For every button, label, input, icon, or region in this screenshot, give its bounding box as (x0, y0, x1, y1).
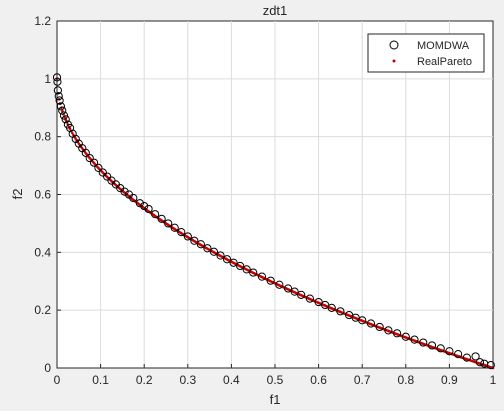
x-tick-label: 0.7 (354, 373, 371, 387)
momdwa-point (56, 102, 66, 111)
x-tick-label: 0.9 (441, 373, 458, 387)
legend-box (367, 33, 485, 73)
momdwa-point (98, 168, 107, 177)
momdwa-point (290, 287, 299, 296)
momdwa-point (61, 115, 70, 124)
legend-momdwa-label: MOMDWA (417, 40, 470, 52)
momdwa-point (52, 73, 62, 82)
momdwa-point (209, 247, 219, 256)
momdwa-point (314, 297, 323, 307)
y-tick-label: 1.2 (34, 14, 51, 28)
momdwa-point (222, 255, 232, 264)
momdwa-point (283, 284, 293, 293)
y-axis-ticks: 0 0.2 0.4 0.6 0.8 1 1.2 (34, 14, 61, 375)
momdwa-point (462, 353, 471, 362)
y-tick-label: 0 (44, 361, 51, 375)
momdwa-point (157, 214, 166, 223)
y-tick-label: 0.6 (34, 188, 51, 202)
momdwa-point (486, 361, 495, 370)
momdwa-point (216, 251, 225, 260)
x-axis-label: f1 (270, 392, 281, 407)
legend-realpareto-marker (392, 59, 396, 63)
momdwa-point (89, 158, 99, 167)
momdwa-point (53, 77, 62, 86)
legend-realpareto-label: RealPareto (417, 56, 472, 68)
momdwa-point (384, 326, 393, 335)
momdwa-point (436, 344, 445, 353)
momdwa-point (427, 341, 437, 350)
momdwa-point (257, 272, 267, 281)
momdwa-point (419, 338, 428, 347)
momdwa-point (140, 201, 149, 211)
x-axis-ticks: 0 0.1 0.2 0.3 0.4 0.5 0.6 0.7 0.8 0.9 1 (54, 364, 497, 387)
momdwa-point (445, 347, 454, 356)
legend: MOMDWA RealPareto (367, 33, 485, 73)
momdwa-point (135, 199, 144, 208)
momdwa-point (190, 236, 199, 245)
chart-title: zdt1 (263, 3, 288, 18)
momdwa-point (183, 232, 192, 241)
momdwa-point (229, 258, 238, 267)
momdwa-point (358, 316, 367, 325)
momdwa-point (236, 261, 245, 271)
momdwa-point (55, 96, 64, 105)
momdwa-point (94, 163, 103, 172)
momdwa-point (410, 335, 419, 344)
x-tick-label: 0.3 (179, 373, 196, 387)
x-tick-label: 0.8 (397, 373, 414, 387)
grid-lines (57, 21, 493, 368)
momdwa-point (375, 322, 384, 332)
momdwa-point (151, 210, 160, 219)
momdwa-point (144, 204, 153, 214)
momdwa-point (170, 223, 179, 232)
x-tick-label: 0.5 (267, 373, 284, 387)
momdwa-point (392, 329, 402, 338)
momdwa-point (85, 153, 94, 163)
momdwa-point (471, 352, 480, 361)
momdwa-point (177, 227, 186, 237)
momdwa-point (366, 319, 376, 328)
x-tick-label: 0.4 (223, 373, 240, 387)
momdwa-point (54, 92, 63, 101)
legend-momdwa-marker (389, 40, 399, 50)
y-tick-label: 0.8 (34, 130, 51, 144)
momdwa-point (297, 290, 306, 299)
momdwa-point (275, 280, 284, 289)
x-tick-label: 0 (54, 373, 61, 387)
momdwa-point (81, 148, 90, 157)
momdwa-point (242, 265, 251, 274)
y-tick-label: 0.2 (34, 303, 51, 317)
x-tick-label: 0.6 (310, 373, 327, 387)
momdwa-point (103, 172, 112, 181)
y-axis-label: f2 (10, 189, 25, 200)
momdwa-point (454, 350, 463, 359)
momdwa-point (401, 332, 410, 341)
momdwa-point (336, 307, 345, 316)
momdwa-point (321, 300, 330, 310)
real-pareto-point (70, 131, 74, 135)
x-tick-label: 0.1 (92, 373, 109, 387)
momdwa-point (129, 193, 138, 203)
momdwa-point (59, 111, 69, 120)
momdwa-point (164, 219, 173, 228)
momdwa-point (266, 276, 275, 285)
x-tick-label: 1 (490, 373, 497, 387)
momdwa-series (52, 73, 495, 370)
momdwa-point (249, 268, 258, 277)
momdwa-point (120, 187, 129, 196)
x-tick-label: 0.2 (136, 373, 153, 387)
momdwa-point (203, 244, 212, 253)
momdwa-point (475, 358, 485, 367)
momdwa-point (58, 106, 67, 115)
momdwa-point (196, 240, 205, 249)
momdwa-point (53, 86, 62, 95)
y-tick-label: 0.4 (34, 245, 51, 259)
y-tick-label: 1 (44, 72, 51, 86)
momdwa-point (327, 303, 336, 312)
momdwa-point (305, 294, 314, 303)
